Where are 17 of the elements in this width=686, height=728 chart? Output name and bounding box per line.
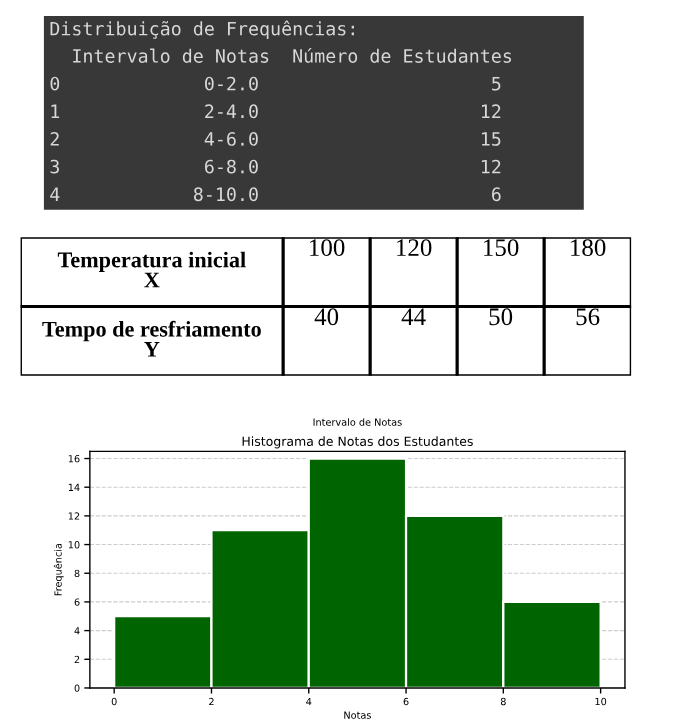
text: 4 8-10.0 6 <box>50 187 501 202</box>
text: Temperatura inicial X <box>57 251 246 288</box>
category-label: 150 <box>484 239 519 257</box>
category-label: 180 <box>571 239 606 257</box>
text: Tempo de resfriamento Y <box>42 320 261 357</box>
text: 1 2-4.0 12 <box>51 104 501 119</box>
category-label: 120 <box>397 239 432 257</box>
text: 0 0-2.0 5 <box>50 76 501 91</box>
text: 3 6-8.0 12 <box>50 159 501 174</box>
data-label: 44 <box>401 308 426 325</box>
data-label: 56 <box>576 308 600 326</box>
category-label: 100 <box>310 239 345 257</box>
data-label: 50 <box>489 308 513 326</box>
text: Distribuição de Frequências: <box>50 20 354 40</box>
text: 2 4-6.0 15 <box>50 132 501 146</box>
data-label: 40 <box>314 308 339 326</box>
text: Intervalo de Notas Número de Estudantes <box>73 47 512 63</box>
